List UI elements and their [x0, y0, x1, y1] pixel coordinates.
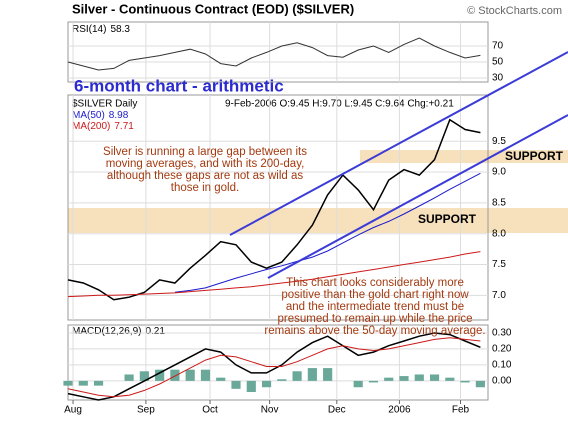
annotation-text: positive than the gold chart right now: [281, 289, 469, 301]
y-tick-label: 0.20: [492, 344, 512, 355]
histogram-bar: [155, 369, 165, 381]
annotation-text: This chart looks considerably more: [286, 277, 464, 289]
annotation-layer: [68, 150, 568, 233]
histogram-bar: [200, 369, 211, 381]
histogram-bar: [399, 376, 409, 381]
annotation-text: and the intermediate trend must be: [286, 301, 464, 313]
y-tick-label: 9.5: [492, 136, 506, 147]
histogram-bar: [277, 379, 287, 381]
y-tick-label: 70: [492, 41, 504, 52]
series-line: [67, 332, 481, 401]
series-line: [174, 172, 481, 293]
quote: 9-Feb-2006 O:9.45 H:9.70 L:9.45 C:9.64 C…: [225, 99, 454, 110]
histogram-bar: [185, 369, 195, 381]
credit: © StockCharts.com: [467, 5, 562, 17]
histogram-bar: [124, 374, 134, 381]
histogram-bar: [414, 374, 424, 381]
histogram-bar: [307, 368, 317, 381]
series-line: [67, 337, 481, 398]
histogram-bar: [323, 368, 333, 381]
x-tick-label: Aug: [64, 405, 82, 416]
histogram-bar: [78, 380, 88, 386]
series-line: [67, 251, 481, 298]
histogram-bar: [353, 380, 363, 388]
x-tick-label: Feb: [452, 405, 470, 416]
support-band: [360, 150, 568, 163]
annotation-text: remains above the 50-day moving average.: [264, 325, 485, 337]
histogram-bar: [139, 371, 149, 381]
y-tick-label: 0.00: [492, 375, 512, 386]
trend-line: [267, 114, 568, 279]
x-tick-label: Dec: [328, 405, 346, 416]
histogram-bar: [170, 369, 180, 381]
chart-title: Silver - Continuous Contract (EOD) ($SIL…: [72, 1, 354, 16]
histogram-bar: [216, 377, 226, 381]
histogram-bar: [246, 380, 256, 393]
histogram-bar: [231, 380, 241, 389]
support-label: SUPPORT: [418, 212, 477, 226]
y-tick-label: 30: [492, 73, 504, 84]
trend-line: [229, 51, 568, 236]
y-tick-label: 8.5: [492, 198, 506, 209]
annotation-text: presumed to remain up while the price: [278, 313, 473, 325]
histogram-bar: [475, 380, 485, 388]
y-tick-label: 7.0: [492, 290, 506, 301]
annotation-text: moving averages, and with its 200-day,: [106, 158, 305, 170]
legend-entry: $SILVER Daily: [72, 99, 137, 110]
histogram-bar: [261, 380, 272, 388]
histogram-bar: [368, 380, 379, 383]
support-label: SUPPORT: [505, 149, 564, 163]
series-line: [67, 37, 481, 71]
annotation-text: although these gaps are not as wild as: [107, 170, 304, 182]
y-tick-label: 0.30: [492, 328, 512, 339]
panel-frame: [67, 324, 489, 401]
y-tick-label: 9.0: [492, 167, 506, 178]
x-tick-label: Sep: [137, 405, 155, 416]
histogram-bar: [460, 380, 470, 383]
legend-entry: MA(200) 7.71: [72, 121, 134, 132]
histogram-bar: [63, 380, 73, 386]
x-tick-label: Oct: [202, 405, 218, 416]
histogram-bar: [292, 371, 302, 381]
y-tick-label: 50: [492, 57, 504, 68]
x-tick-label: 2006: [388, 405, 411, 416]
annotation-text: those in gold.: [171, 182, 239, 194]
support-band: [68, 208, 568, 233]
histogram-bar: [445, 377, 455, 381]
x-tick-label: Nov: [261, 405, 279, 416]
panel-frame: [67, 94, 489, 321]
panel-frame: [67, 21, 489, 83]
histogram-bar: [384, 377, 394, 381]
annotation-text: Silver is running a large gap between it…: [103, 146, 307, 158]
overlay-layer: 6-month chart - arithmetic SUPPORT SUPPO…: [74, 51, 568, 337]
legend-entry: MA(50) 8.98: [72, 110, 129, 121]
indicator-label: MACD(12,26,9) 0.21: [72, 326, 165, 337]
subtitle: 6-month chart - arithmetic: [74, 76, 284, 95]
histogram-bar: [429, 374, 440, 381]
y-tick-label: 0.10: [492, 360, 512, 371]
y-tick-label: 8.0: [492, 228, 506, 239]
indicator-label: RSI(14) 58.3: [72, 24, 130, 35]
y-tick-label: 7.5: [492, 259, 506, 270]
histogram-bar: [93, 380, 104, 386]
